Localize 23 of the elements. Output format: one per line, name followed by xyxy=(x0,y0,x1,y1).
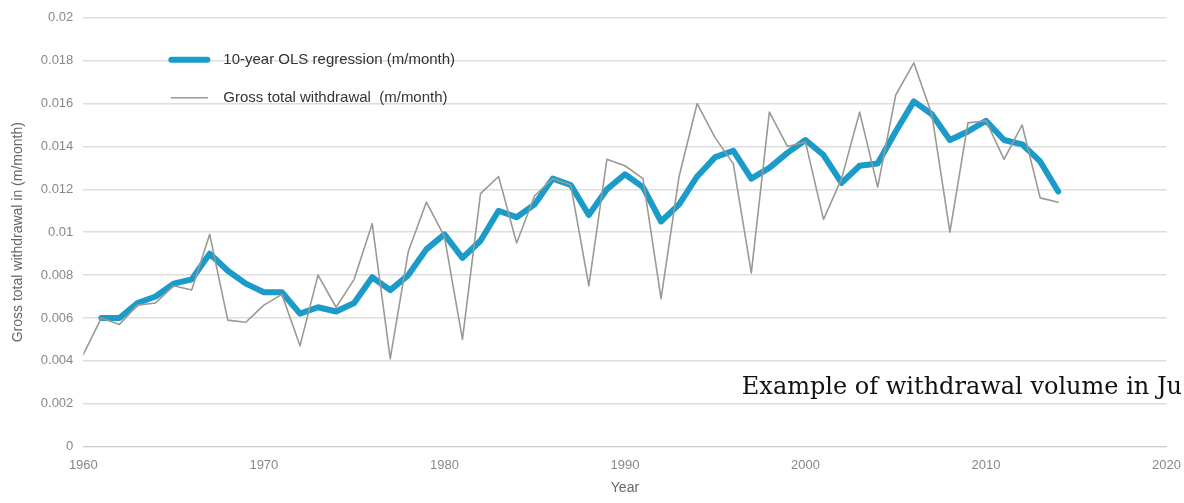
x-tick-label: 1960 xyxy=(68,456,98,472)
x-tick-label: 2020 xyxy=(1152,456,1181,472)
y-tick-label: 0.002 xyxy=(40,395,74,411)
y-tick-label: 0.012 xyxy=(40,180,74,196)
y-tick-label: 0.014 xyxy=(40,138,74,154)
y-tick-label: 0.016 xyxy=(40,95,74,111)
x-tick-label: 2010 xyxy=(971,456,1001,472)
x-tick-label: 1970 xyxy=(249,456,279,472)
x-tick-label: 1990 xyxy=(610,456,640,472)
y-tick-label: 0.02 xyxy=(48,9,74,25)
y-tick-label: 0.008 xyxy=(40,266,74,282)
annotation: Example of withdrawal volume in Ju xyxy=(741,372,1182,400)
x-tick-label: 2000 xyxy=(791,456,820,472)
x-axis-title: Year xyxy=(610,479,640,496)
x-tick-label: 1980 xyxy=(429,456,459,472)
y-tick-label: 0 xyxy=(66,438,74,454)
legend-label: Gross total withdrawal (m/month) xyxy=(223,87,448,105)
y-tick-label: 0.004 xyxy=(40,352,74,368)
y-axis-title: Gross total withdrawal in (m/month) xyxy=(9,122,26,343)
legend-label: 10-year OLS regression (m/month) xyxy=(223,49,456,67)
y-tick-label: 0.018 xyxy=(40,52,74,68)
y-tick-label: 0.006 xyxy=(40,309,74,325)
y-tick-label: 0.01 xyxy=(48,223,74,239)
